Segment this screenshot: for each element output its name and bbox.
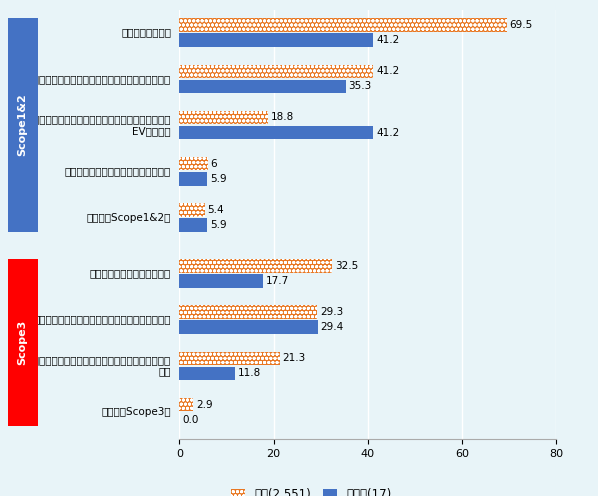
- Text: 5.4: 5.4: [208, 205, 224, 215]
- Text: 41.2: 41.2: [376, 127, 399, 137]
- Bar: [179, 111, 268, 124]
- Bar: [179, 320, 318, 334]
- Text: Scope1&2: Scope1&2: [18, 94, 28, 156]
- Bar: [179, 352, 280, 365]
- Bar: [179, 306, 318, 319]
- Text: 69.5: 69.5: [509, 20, 533, 30]
- Bar: [179, 18, 507, 32]
- Bar: [179, 18, 507, 32]
- Bar: [179, 352, 280, 365]
- Bar: [179, 64, 373, 78]
- Bar: [179, 80, 346, 93]
- Bar: [179, 367, 235, 380]
- Bar: [179, 157, 208, 171]
- Text: 5.9: 5.9: [210, 174, 227, 184]
- Text: 6: 6: [210, 159, 217, 169]
- Bar: [179, 111, 268, 124]
- Text: 32.5: 32.5: [335, 261, 359, 271]
- Bar: [179, 126, 373, 139]
- Text: 2.9: 2.9: [196, 399, 212, 410]
- Text: Scope3: Scope3: [18, 320, 28, 366]
- Text: 0.0: 0.0: [182, 415, 199, 425]
- Bar: [179, 398, 193, 411]
- Text: 29.4: 29.4: [321, 322, 344, 332]
- Bar: [179, 203, 205, 217]
- Text: 18.8: 18.8: [271, 113, 294, 123]
- Bar: [179, 203, 205, 217]
- Text: 29.3: 29.3: [320, 307, 343, 317]
- Text: 41.2: 41.2: [376, 35, 399, 45]
- Legend: 全体(2,551), ラオス(17): 全体(2,551), ラオス(17): [226, 484, 396, 496]
- Bar: [179, 157, 208, 171]
- Bar: [179, 259, 332, 273]
- Bar: [179, 33, 373, 47]
- Bar: [179, 64, 373, 78]
- Text: 5.9: 5.9: [210, 220, 227, 230]
- Text: 35.3: 35.3: [349, 81, 372, 91]
- Bar: [179, 398, 193, 411]
- Text: 17.7: 17.7: [266, 276, 289, 286]
- Bar: [179, 306, 318, 319]
- Bar: [179, 274, 263, 288]
- Text: 11.8: 11.8: [238, 369, 261, 378]
- Bar: [179, 259, 332, 273]
- Bar: [179, 218, 207, 232]
- Text: 21.3: 21.3: [282, 353, 306, 363]
- Text: 41.2: 41.2: [376, 66, 399, 76]
- Bar: [179, 172, 207, 186]
